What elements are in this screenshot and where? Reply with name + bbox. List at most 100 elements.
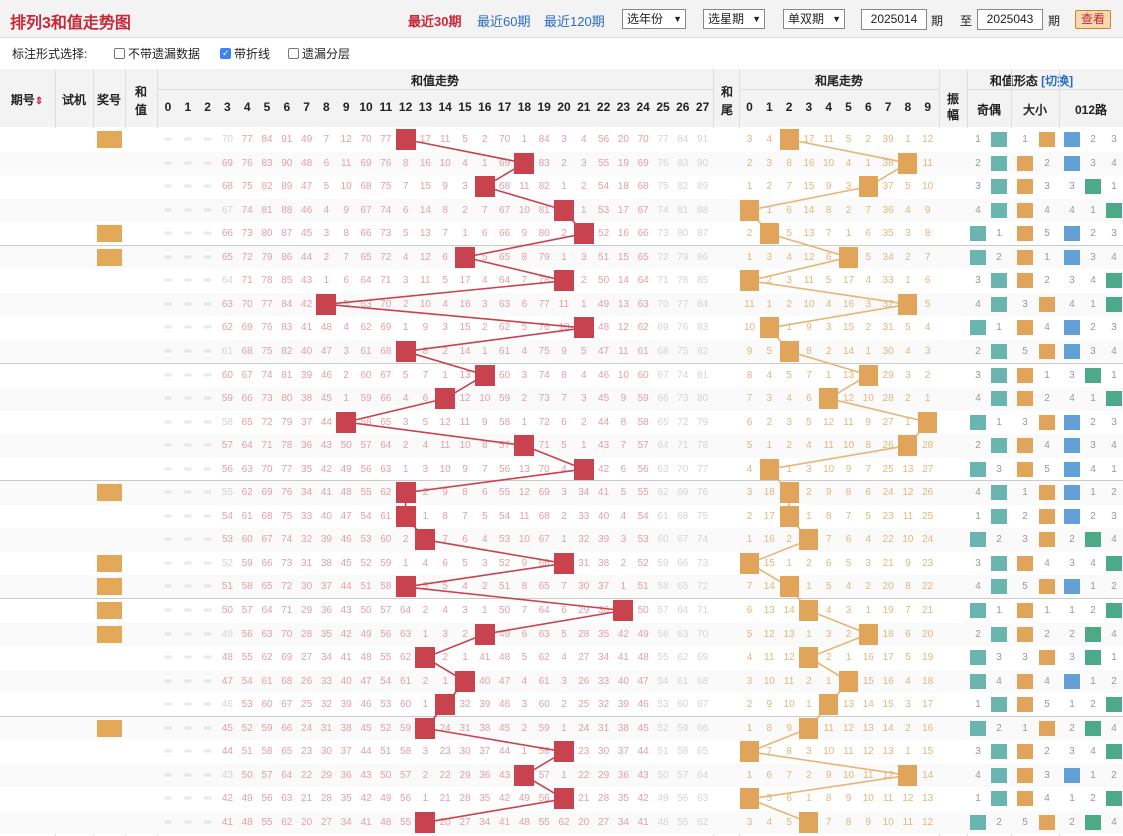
tail-hit-ball xyxy=(819,388,839,410)
road-badge xyxy=(1106,744,1122,760)
period-120-link[interactable]: 最近120期 xyxy=(544,14,605,29)
from-issue-input[interactable]: 2025014 xyxy=(861,9,927,30)
sum-miss-value: 55 xyxy=(221,487,233,499)
sum-miss-value: 63 xyxy=(637,298,649,310)
sum-miss-value: 14 xyxy=(459,345,471,357)
sum-miss-value: 7 xyxy=(482,463,488,475)
tail-miss-value: 28 xyxy=(882,393,894,405)
size-badge xyxy=(1039,579,1055,595)
odd-even-miss: 1 xyxy=(975,699,981,711)
sum-hit-ball xyxy=(554,270,574,292)
sum-miss-value: 27 xyxy=(598,816,610,828)
sum-miss-value: 12 xyxy=(459,393,471,405)
parity-select[interactable]: 单双期 ▼ xyxy=(783,9,845,29)
sum-miss-value: 6 xyxy=(620,463,627,475)
sum-miss-value: 2 xyxy=(482,322,488,334)
week-select[interactable]: 选星期 ▼ xyxy=(703,9,765,29)
sum-miss-value: 39 xyxy=(617,699,629,711)
sum-miss-value: 54 xyxy=(499,510,511,522)
sum-hit-ball xyxy=(474,623,495,645)
switch-link[interactable]: [切换] xyxy=(1041,74,1074,88)
odd-even-badge xyxy=(970,650,986,666)
sum-miss-value: 67 xyxy=(538,534,550,546)
sum-miss-value: 5 xyxy=(442,581,448,593)
sum-miss-value: 7 xyxy=(561,581,567,593)
tail-miss-value: 5 xyxy=(865,510,872,522)
sum-miss-value: 47 xyxy=(320,345,332,357)
sum-miss-value: 62 xyxy=(697,816,709,828)
sum-miss-value: 42 xyxy=(360,793,372,805)
sum-miss-value: 8 xyxy=(561,369,567,381)
sum-miss-value: 13 xyxy=(617,298,629,310)
tail-miss-value: 13 xyxy=(763,605,775,616)
year-select[interactable]: 选年份 ▼ xyxy=(622,9,686,29)
tail-hit-ball xyxy=(799,811,819,833)
tail-miss-value: 13 xyxy=(803,228,815,240)
tail-hit-ball xyxy=(799,529,819,551)
period-30-link[interactable]: 最近30期 xyxy=(408,14,462,29)
road-miss: 1 xyxy=(1090,675,1096,687)
sum-miss-value: 34 xyxy=(578,487,590,499)
tail-miss-value: 6 xyxy=(806,393,812,405)
sum-miss-value: 69 xyxy=(697,652,709,664)
option-line[interactable]: 带折线 xyxy=(220,45,270,62)
tail-miss-value: 5 xyxy=(845,557,852,569)
sum-miss-value: 66 xyxy=(380,393,392,405)
sum-miss-value: 1 xyxy=(561,534,567,546)
sum-miss-value: 51 xyxy=(380,746,392,758)
sum-miss-value: 4 xyxy=(462,157,468,169)
sum-miss-value: 6 xyxy=(402,204,409,216)
odd-even-miss: 1 xyxy=(996,605,1002,616)
option-label: 标注形式选择: xyxy=(12,47,88,61)
tail-miss-value: 10 xyxy=(862,793,874,805)
sum-miss-value: 8 xyxy=(521,581,528,593)
sum-miss-value: ═ xyxy=(184,722,192,734)
option-no-miss[interactable]: 不带遗漏数据 xyxy=(114,45,200,62)
sum-miss-value: 4 xyxy=(422,440,429,452)
odd-even-miss: 1 xyxy=(975,510,981,522)
option-layer[interactable]: 遗漏分层 xyxy=(288,45,350,62)
sum-miss-value: 63 xyxy=(400,628,412,640)
sum-miss-value: 61 xyxy=(538,675,550,687)
sum-miss-value: 61 xyxy=(360,345,372,357)
sum-miss-value: 6 xyxy=(442,557,448,569)
sum-miss-value: 7 xyxy=(442,228,448,240)
sum-miss-value: ═ xyxy=(184,345,192,357)
tail-miss-value: 12 xyxy=(882,769,894,781)
sum-miss-value: 32 xyxy=(301,534,313,546)
checkbox-icon[interactable] xyxy=(288,48,299,59)
sum-header: 和值 xyxy=(134,85,147,117)
sum-hit-ball xyxy=(514,435,535,457)
checkbox-icon[interactable] xyxy=(114,48,125,59)
sum-miss-value: ═ xyxy=(204,204,212,216)
sum-miss-value: 65 xyxy=(538,581,550,593)
sum-miss-value: 83 xyxy=(261,157,273,169)
sort-icon[interactable]: ⇕ xyxy=(34,96,44,107)
to-issue-input[interactable]: 2025043 xyxy=(977,9,1043,30)
sum-miss-value: ═ xyxy=(164,275,172,287)
tail-miss-value: 3 xyxy=(825,628,832,640)
size-miss: 5 xyxy=(1022,581,1028,593)
sum-miss-value: 22 xyxy=(578,769,590,781)
sum-miss-value: 60 xyxy=(677,699,689,711)
sum-miss-value: 1 xyxy=(482,345,488,357)
sum-miss-value: 8 xyxy=(402,157,409,169)
road-miss: 2 xyxy=(1111,675,1117,687)
sum-miss-value: 75 xyxy=(677,345,689,357)
sum-miss-value: 58 xyxy=(677,746,689,758)
tail-miss-value: 10 xyxy=(902,534,914,546)
issue-header[interactable]: 期号⇕ xyxy=(10,93,44,107)
size-badge xyxy=(1039,132,1055,147)
sum-miss-value: 16 xyxy=(419,157,431,169)
period-60-link[interactable]: 最近60期 xyxy=(477,14,531,29)
tail-miss-value: 31 xyxy=(882,322,894,334)
tail-miss-value: 12 xyxy=(803,251,815,263)
tail-miss-value: 1 xyxy=(806,699,812,711)
sum-miss-value: ═ xyxy=(164,228,172,240)
query-button[interactable]: 查看 xyxy=(1075,10,1111,29)
sum-miss-value: 55 xyxy=(400,816,412,828)
sum-miss-value: 11 xyxy=(420,275,431,287)
sum-miss-value: 42 xyxy=(301,298,313,310)
checkbox-checked-icon[interactable] xyxy=(220,48,231,59)
sum-miss-value: 90 xyxy=(281,157,293,169)
